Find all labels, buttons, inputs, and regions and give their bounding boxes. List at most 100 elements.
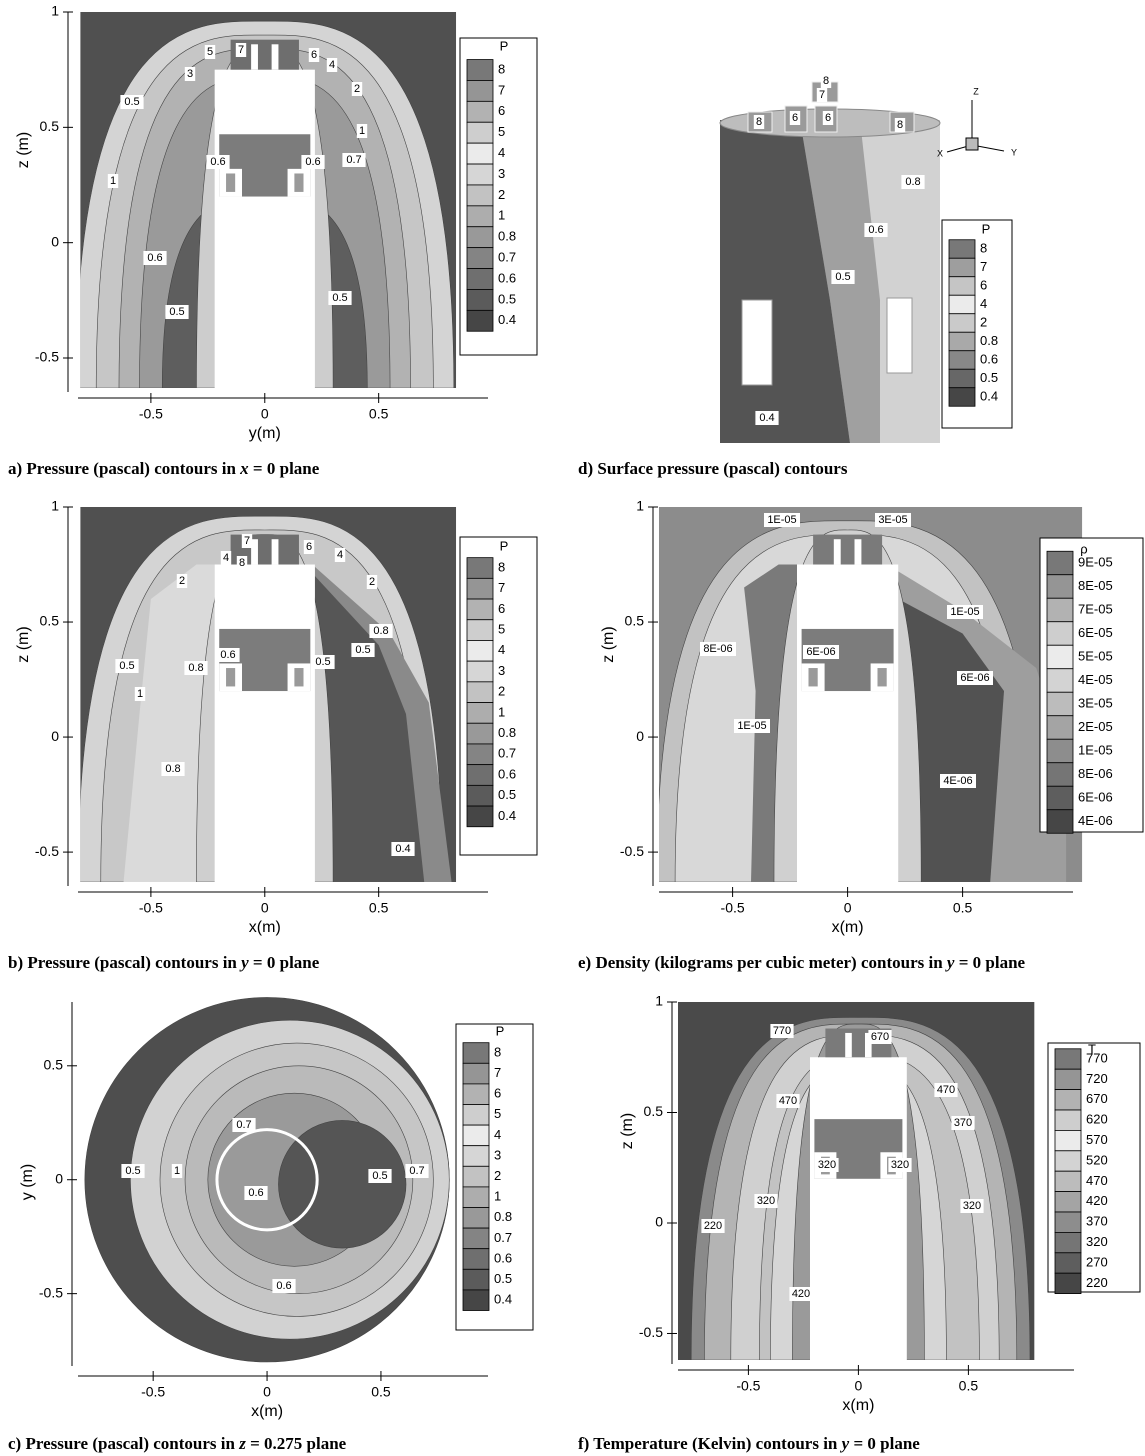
legend-swatch — [949, 240, 975, 259]
contour-label: 0.5 — [372, 1170, 387, 1182]
y-tick-label: 0.5 — [644, 1103, 664, 1119]
x-axis-label: x(m) — [249, 919, 281, 936]
legend-label: 9E-05 — [1078, 554, 1113, 569]
legend-label: 7 — [498, 580, 505, 595]
contour-label: 8 — [897, 119, 903, 131]
legend-swatch — [1055, 1253, 1081, 1273]
legend-label: 6 — [494, 1086, 501, 1101]
y-tick-label: 0 — [636, 728, 644, 744]
triad-label: X — [937, 148, 943, 158]
contour-label: 770 — [773, 1025, 791, 1037]
legend-swatch — [467, 248, 493, 269]
contour-label: 0.8 — [188, 662, 203, 674]
contour-label: 1E-05 — [737, 720, 766, 732]
legend-swatch — [467, 703, 493, 724]
y-tick-label: 0 — [51, 233, 59, 249]
panel — [78, 507, 456, 882]
legend-label: 4 — [980, 296, 987, 311]
contour-label: 7 — [238, 44, 244, 56]
legend-swatch — [463, 1187, 489, 1208]
legend-swatch — [1047, 598, 1073, 622]
legend-swatch — [467, 785, 493, 806]
contour-label: 0.5 — [119, 660, 134, 672]
legend-label: 5 — [494, 1106, 501, 1121]
contour-label: 7 — [819, 89, 825, 101]
legend-swatch — [467, 164, 493, 185]
legend-label: 0.8 — [498, 725, 516, 740]
y-tick-label: -0.5 — [639, 1324, 663, 1340]
legend-label: 0.5 — [494, 1271, 512, 1286]
legend-swatch — [467, 289, 493, 310]
x-axis-label: x(m) — [832, 919, 864, 936]
legend-swatch — [1055, 1090, 1081, 1110]
triad-cube — [966, 138, 978, 150]
contour-region — [272, 539, 279, 564]
legend-label: 2 — [494, 1168, 501, 1183]
legend-title: P — [500, 38, 509, 53]
legend-label: 320 — [1086, 1234, 1108, 1249]
contour-region — [845, 1033, 852, 1057]
legend-swatch — [463, 1043, 489, 1064]
caption-text: f) Temperature (Kelvin) contours in — [578, 1434, 842, 1453]
legend-title: P — [500, 538, 509, 553]
legend-label: 3E-05 — [1078, 695, 1113, 710]
legend-swatch — [1055, 1171, 1081, 1191]
contour-region — [272, 44, 279, 69]
contour-label: 0.8 — [905, 176, 920, 188]
caption-text: b) Pressure (pascal) contours in — [8, 953, 241, 972]
legend-label: 0.8 — [498, 229, 516, 244]
contour-label: 0.5 — [315, 656, 330, 668]
legend-label: 7 — [498, 82, 505, 97]
legend-label: 0.7 — [498, 250, 516, 265]
legend-swatch — [949, 258, 975, 277]
legend-label: 8 — [498, 559, 505, 574]
legend-label: 6E-05 — [1078, 625, 1113, 640]
contour-label: 320 — [818, 1159, 836, 1171]
contour-label: 1E-05 — [767, 514, 796, 526]
legend-label: 0.4 — [980, 388, 998, 403]
legend-label: 420 — [1086, 1193, 1108, 1208]
contour-label: 1 — [137, 688, 143, 700]
y-tick-label: -0.5 — [39, 1284, 63, 1300]
legend-swatch — [1055, 1273, 1081, 1293]
contour-label: 0.5 — [332, 292, 347, 304]
caption-text: d) Surface pressure (pascal) contours — [578, 459, 848, 478]
contour-label: 6 — [311, 49, 317, 61]
legend-label: 570 — [1086, 1132, 1108, 1147]
contour-region — [809, 668, 818, 686]
legend-label: 0.7 — [494, 1230, 512, 1245]
x-axis-label: y(m) — [249, 425, 281, 442]
legend-label: 370 — [1086, 1214, 1108, 1229]
legend-swatch — [467, 599, 493, 620]
caption-variable: x — [239, 459, 249, 478]
contour-label: 2 — [354, 83, 360, 95]
legend-label: 2 — [980, 314, 987, 329]
contour-label: 8 — [756, 116, 762, 128]
legend-swatch — [467, 269, 493, 290]
legend-label: 470 — [1086, 1173, 1108, 1188]
contour-region — [226, 668, 235, 686]
panel — [720, 82, 940, 443]
window — [742, 300, 772, 385]
x-axis-label: x(m) — [842, 1397, 874, 1414]
legend-swatch — [467, 101, 493, 122]
y-axis-label: z (m) — [15, 626, 32, 662]
contour-label: 7 — [244, 535, 250, 547]
legend-label: 0.8 — [980, 333, 998, 348]
legend-swatch — [949, 314, 975, 333]
legend-title: P — [496, 1023, 505, 1038]
contour-label: 0.4 — [759, 412, 774, 424]
y-tick-label: 0 — [51, 728, 59, 744]
legend-label: 4 — [494, 1127, 501, 1142]
y-tick-label: 1 — [636, 498, 644, 514]
legend-swatch — [949, 332, 975, 351]
page: -0.500.51-0.500.5y(m)z (m)576340.5210.60… — [0, 0, 1145, 1456]
legend-label: 4E-05 — [1078, 672, 1113, 687]
legend-swatch — [1055, 1151, 1081, 1171]
contour-label: 0.4 — [395, 843, 410, 855]
caption-rest: = 0 plane — [249, 459, 320, 478]
legend-swatch — [463, 1166, 489, 1187]
legend-label: 5E-05 — [1078, 648, 1113, 663]
x-tick-label: 0 — [261, 406, 269, 422]
legend-label: 4E-06 — [1078, 813, 1113, 828]
